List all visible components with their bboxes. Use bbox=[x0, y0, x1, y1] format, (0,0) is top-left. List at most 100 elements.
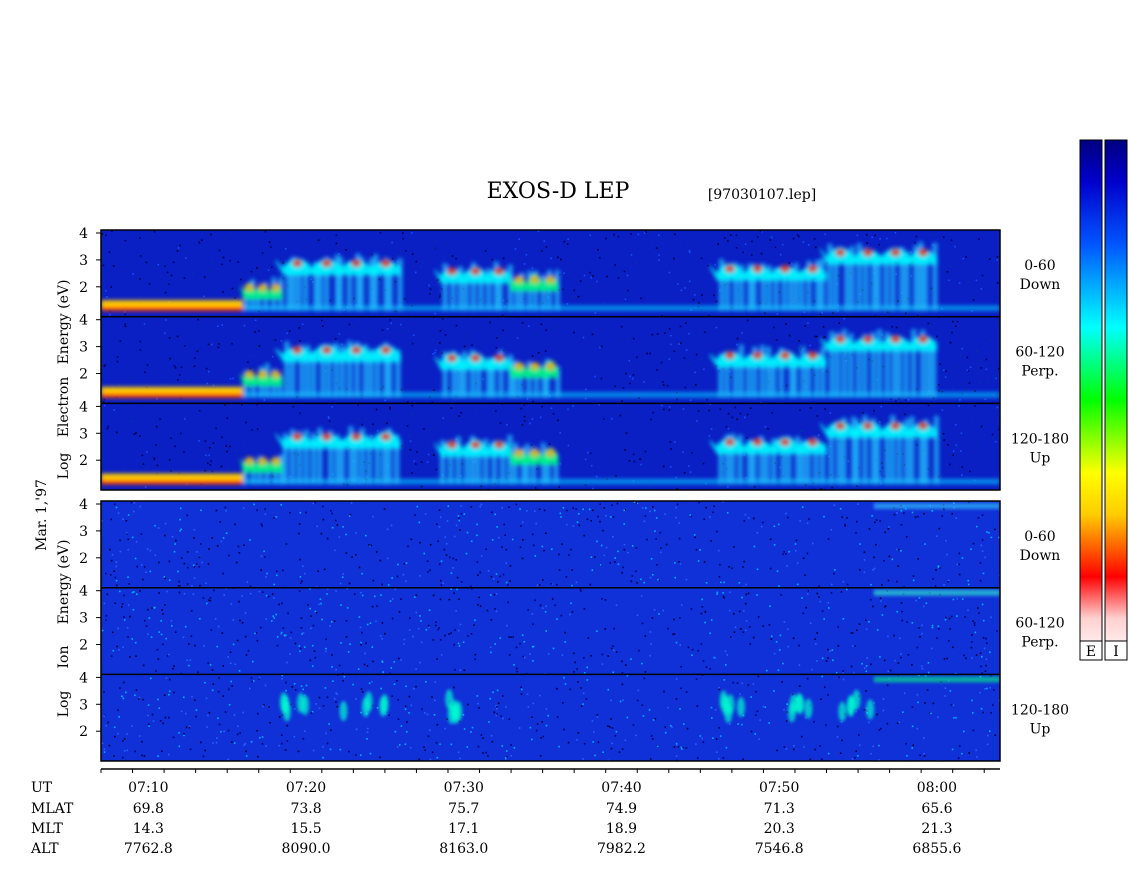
electron-column bbox=[486, 357, 492, 398]
panel-pitch-range: 60-120 bbox=[1015, 345, 1064, 361]
electron-column bbox=[455, 436, 461, 485]
electron-column bbox=[931, 340, 937, 398]
ion-arc bbox=[804, 698, 813, 719]
electron-column bbox=[851, 416, 856, 485]
electron-peak bbox=[545, 362, 556, 371]
electron-column bbox=[820, 346, 826, 398]
electron-feature-core bbox=[101, 306, 243, 311]
y-tick-label: 4 bbox=[79, 399, 88, 415]
orbit-value-mlt: 15.5 bbox=[290, 821, 321, 837]
electron-column bbox=[877, 329, 882, 398]
electron-column bbox=[820, 443, 825, 485]
y-tick-label: 3 bbox=[79, 426, 88, 442]
electron-column bbox=[890, 252, 896, 311]
electron-column bbox=[541, 364, 547, 398]
electron-column bbox=[918, 241, 924, 311]
electron-column bbox=[771, 438, 777, 485]
electron-column bbox=[340, 439, 345, 485]
electron-column bbox=[458, 266, 463, 311]
electron-column bbox=[733, 262, 738, 311]
electron-column bbox=[884, 427, 890, 485]
electron-column bbox=[725, 263, 730, 311]
electron-column bbox=[903, 339, 909, 398]
electron-column bbox=[841, 417, 847, 485]
electron-peak bbox=[321, 432, 332, 441]
electron-column bbox=[773, 267, 779, 311]
electron-column bbox=[470, 435, 476, 485]
x-tick-label: 08:00 bbox=[917, 780, 957, 796]
electron-column bbox=[897, 422, 902, 485]
electron-column bbox=[359, 428, 365, 485]
x-tick-label: 07:20 bbox=[286, 780, 326, 796]
electron-column bbox=[828, 424, 834, 485]
electron-column bbox=[835, 332, 840, 398]
pitch-angle-labels: 0-60 Down 60-120 Perp. 120-180 Up 0-60 Down 60-1… bbox=[1011, 258, 1069, 737]
electron-peak bbox=[807, 351, 818, 360]
electron-column bbox=[305, 345, 311, 398]
electron-peak bbox=[918, 421, 929, 430]
electron-column bbox=[718, 443, 724, 485]
electron-peak bbox=[244, 456, 255, 465]
electron-peak bbox=[292, 259, 303, 268]
electron-column bbox=[517, 365, 523, 398]
electron-peak bbox=[835, 335, 846, 344]
ion-background bbox=[101, 501, 1000, 761]
electron-column bbox=[286, 264, 292, 311]
ion-group-frame bbox=[100, 500, 1001, 762]
electron-peak bbox=[862, 335, 873, 344]
electron-column bbox=[369, 258, 374, 311]
electron-column bbox=[883, 252, 889, 311]
electron-ridge bbox=[819, 420, 937, 438]
electron-peak bbox=[862, 421, 873, 430]
electron-column bbox=[475, 443, 481, 485]
ion-noise bbox=[101, 501, 1000, 761]
electron-column bbox=[771, 357, 777, 398]
electron-column bbox=[725, 434, 730, 485]
electron-peak bbox=[494, 354, 505, 362]
electron-spectrogram-group bbox=[101, 230, 1000, 490]
orbit-value-mlt: 20.3 bbox=[764, 821, 795, 837]
electron-column bbox=[541, 274, 546, 311]
electron-column bbox=[507, 354, 513, 398]
electron-peak bbox=[724, 438, 735, 447]
electron-column bbox=[934, 415, 939, 485]
ion-ylabel-log: Log bbox=[56, 691, 72, 718]
electron-column bbox=[904, 419, 910, 485]
electron-column bbox=[394, 434, 400, 485]
electron-column bbox=[486, 268, 492, 311]
ion-features bbox=[279, 503, 1000, 725]
electron-column bbox=[520, 447, 526, 485]
electron-column bbox=[814, 353, 820, 398]
electron-column bbox=[381, 434, 387, 485]
electron-column bbox=[793, 263, 799, 311]
electron-column bbox=[545, 449, 551, 485]
electron-column bbox=[457, 355, 463, 398]
electron-column bbox=[923, 253, 929, 311]
electron-column bbox=[909, 416, 915, 485]
electron-column bbox=[739, 264, 744, 311]
electron-ylabel-log: Log bbox=[56, 453, 72, 480]
panel-pitch-direction: Up bbox=[1030, 721, 1051, 737]
panel-separators bbox=[101, 315, 1000, 676]
electron-column bbox=[918, 421, 924, 485]
electron-column bbox=[531, 447, 537, 485]
orbit-value-mlt: 21.3 bbox=[921, 821, 952, 837]
electron-column bbox=[290, 429, 295, 485]
electron-features bbox=[101, 241, 1000, 485]
electron-column bbox=[448, 440, 454, 485]
electron-column bbox=[891, 336, 897, 398]
electron-column bbox=[355, 253, 361, 311]
electron-peak bbox=[862, 248, 873, 257]
electron-peak bbox=[257, 456, 268, 465]
electron-column bbox=[512, 360, 517, 398]
electron-column bbox=[719, 258, 724, 311]
electron-column bbox=[833, 252, 839, 311]
electron-column bbox=[368, 348, 374, 398]
electron-column bbox=[759, 436, 764, 485]
electron-peak bbox=[494, 267, 505, 276]
electron-column bbox=[781, 267, 787, 311]
y-tick-label: 2 bbox=[79, 280, 88, 296]
electron-ridge bbox=[819, 335, 937, 352]
orbit-value-mlat: 73.8 bbox=[290, 801, 321, 817]
